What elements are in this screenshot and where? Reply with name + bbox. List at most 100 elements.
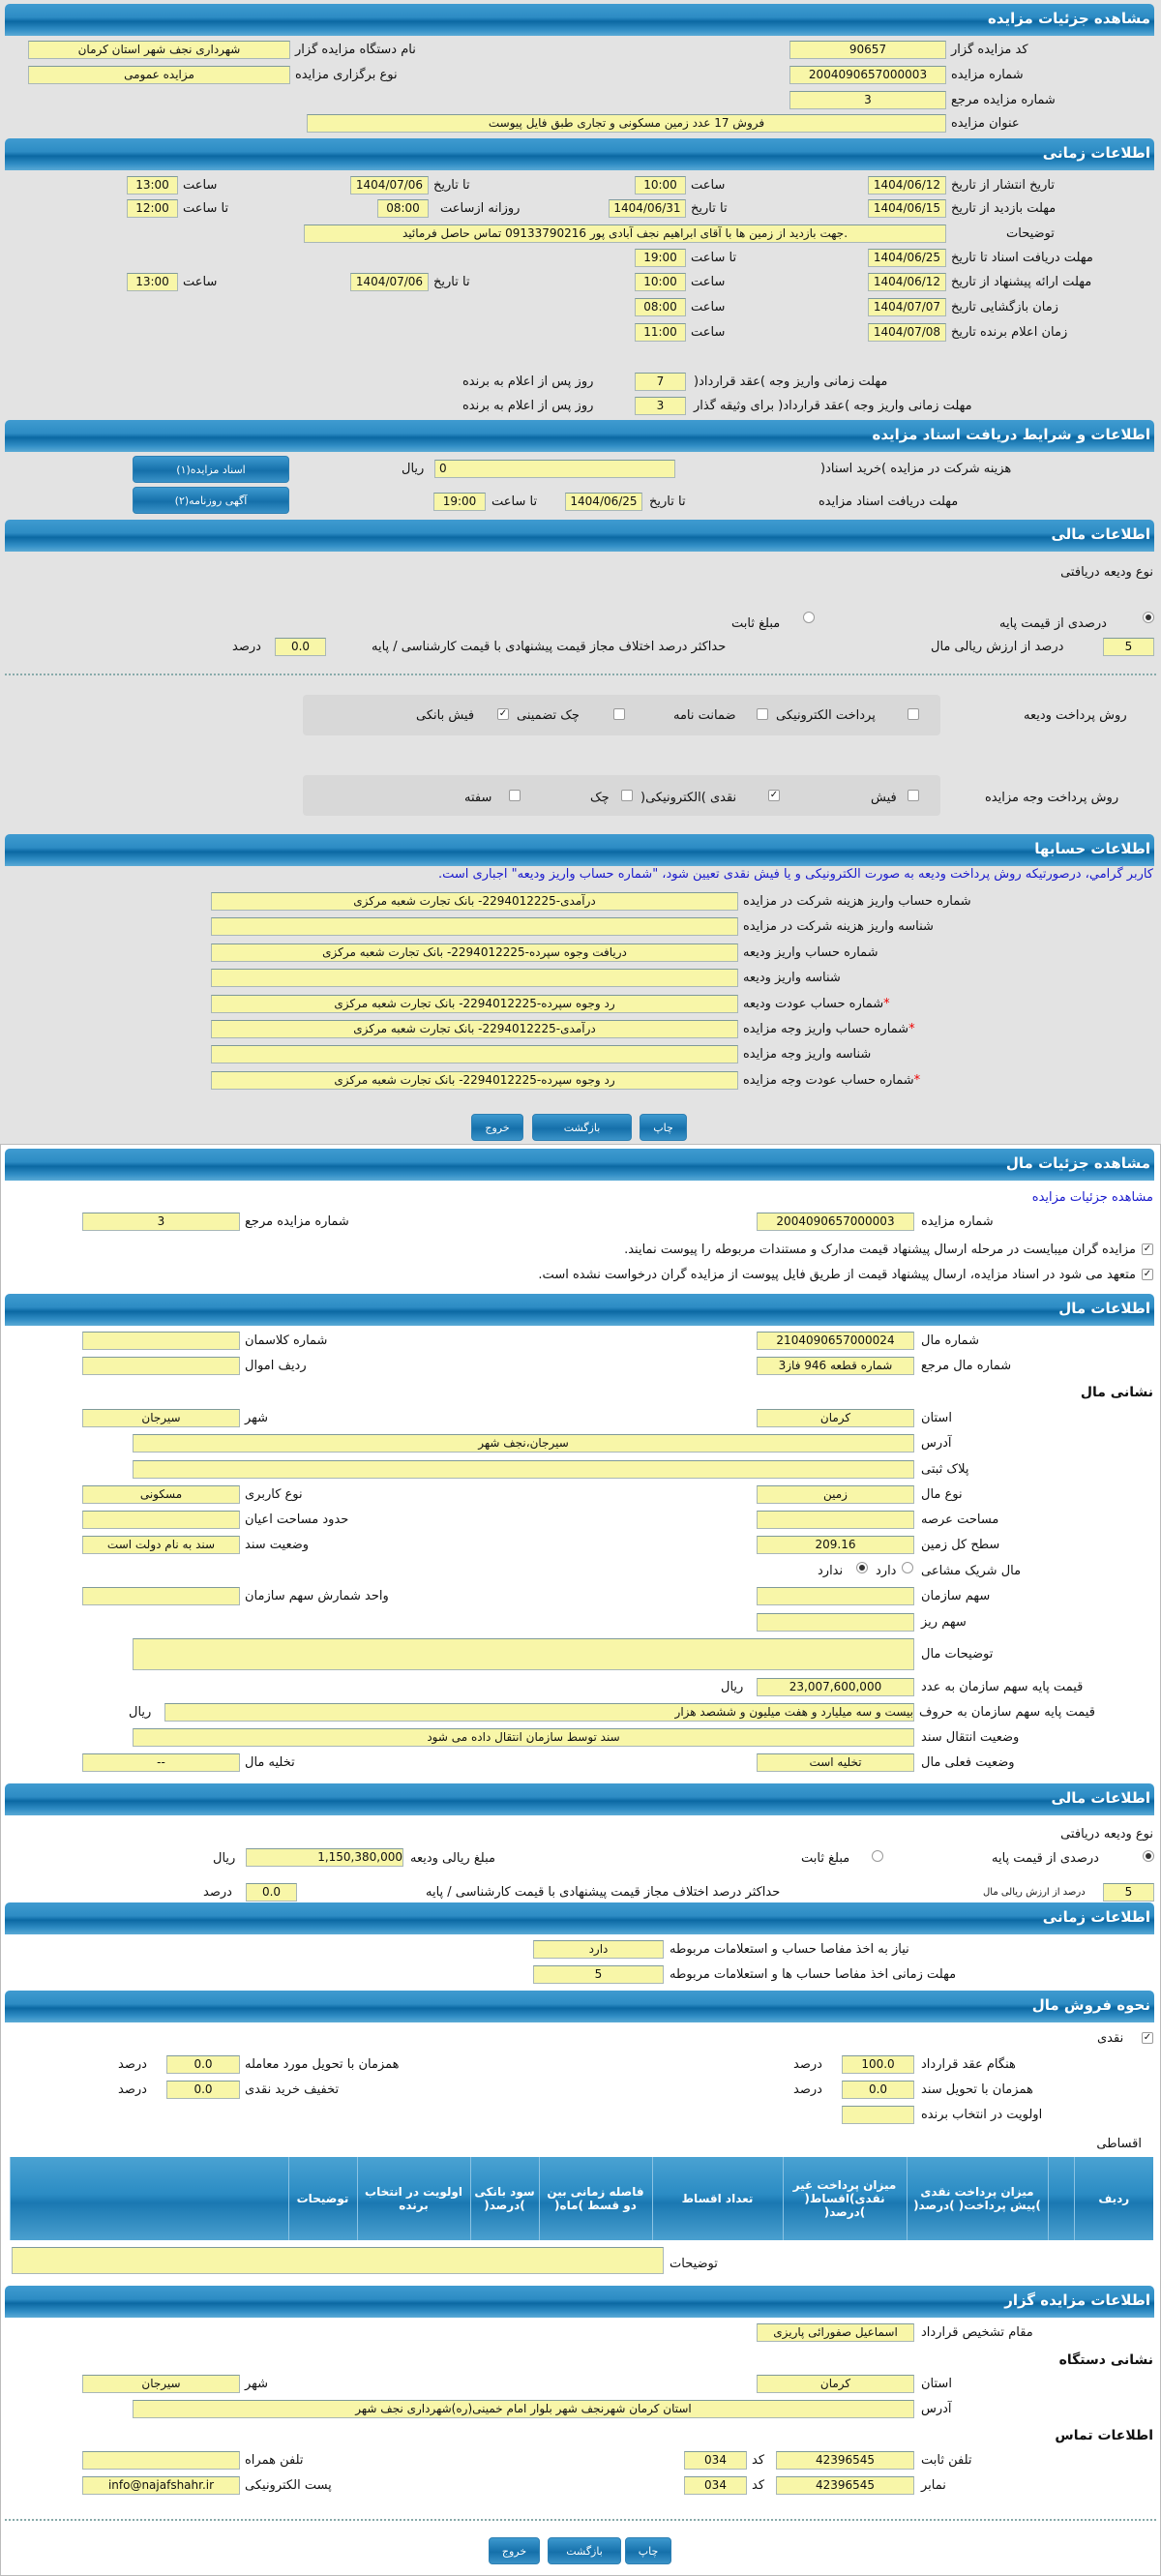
fixed-radio[interactable] <box>803 612 815 623</box>
base-price-words-label: قیمت پایه سهم سازمان به حروف <box>919 1705 1095 1720</box>
newspaper-ad-button[interactable]: آگهی روزنامه(۲) <box>133 487 289 514</box>
visit-label: مهلت بازدید از تاریخ <box>951 201 1057 216</box>
item-ref-label: شماره مال مرجع <box>921 1359 1012 1373</box>
checkbox-promissory[interactable] <box>509 790 521 801</box>
accounts-notice: کاربر گرامي، درصورتیکه روش پرداخت ودیعه … <box>437 867 1153 882</box>
class-number-label: شماره کلاسمان <box>245 1333 328 1348</box>
mobile-field <box>82 2451 240 2470</box>
checkbox-receipt[interactable] <box>908 790 919 801</box>
back-button[interactable]: بازگشت <box>548 2537 621 2564</box>
max-diff-field: 0.0 <box>275 638 326 656</box>
visit-daily-from: 08:00 <box>377 199 429 218</box>
priority-label: اولویت در انتخاب برنده <box>921 2108 1043 2122</box>
checkbox-guarantee[interactable] <box>757 708 768 720</box>
hour-label: ساعت <box>691 300 726 315</box>
visit-from-date: 1404/06/15 <box>868 199 946 218</box>
account-field <box>211 1045 738 1064</box>
fee-label: هزینه شرکت در مزایده )خرید اسناد( <box>820 462 1012 476</box>
max-diff-field: 0.0 <box>246 1883 297 1902</box>
organizer-code-label: کد مزایده گزار <box>951 43 1028 57</box>
item-address-label: آدرس <box>921 1436 952 1451</box>
installments-table: ردیف میزان پرداخت نقدی )پیش پرداخت( )درص… <box>10 2157 1153 2240</box>
fax-label: نمابر <box>921 2478 946 2493</box>
organizer-code-field: 90657 <box>789 41 946 59</box>
account-label: *شماره حساب واریز وجه مزایده <box>743 1020 915 1038</box>
fixed-option-label: مبلغ ثابت <box>731 616 781 631</box>
checkbox-bank-receipt[interactable]: ✓ <box>497 708 509 720</box>
contract-label: هنگام عقد قرارداد <box>921 2057 1016 2072</box>
section-header-documents: اطلاعات و شرایط دریافت اسناد مزایده <box>5 420 1154 452</box>
deposit-method-label: روش پرداخت ودیعه <box>1024 708 1127 723</box>
back-button[interactable]: بازگشت <box>532 1114 632 1141</box>
hour-label: ساعت <box>183 275 218 289</box>
account-field: درآمدی-2294012225- بانک تجارت شعبه مرکزی <box>211 892 738 911</box>
payment-deadline-label: مهلت زمانی واریز وجه )عقد قرارداد( <box>694 374 888 389</box>
exit-button[interactable]: خروج <box>471 1114 523 1141</box>
class-number <box>82 1332 240 1350</box>
deed-status-label: وضعیت سند <box>245 1538 310 1552</box>
print-button[interactable]: چاپ <box>640 1114 687 1141</box>
building-area <box>82 1511 240 1529</box>
account-field: رد وجوه سپرده-2294012225- بانک تجارت شعب… <box>211 994 738 1013</box>
col-description: توضیحات <box>287 2157 357 2240</box>
item-auction-ref: 3 <box>82 1213 240 1231</box>
auction-type-field: مزایده عمومی <box>28 66 290 84</box>
deposit-type-label: نوع ودیعه دریافتی <box>1060 565 1153 580</box>
item-type-label: نوع مال <box>921 1487 963 1502</box>
shared-yes-radio[interactable] <box>902 1562 913 1573</box>
no-attachment-text: متعهد می شود در اسناد مزایده، ارسال پیشن… <box>538 1268 1136 1282</box>
item-auction-number: 2004090657000003 <box>757 1213 914 1231</box>
organizer-name-label: نام دستگاه مزایده گزار <box>295 43 416 57</box>
opening-time: 08:00 <box>635 298 686 316</box>
org-share <box>757 1587 914 1605</box>
clearance-field: دارد <box>533 1940 664 1959</box>
no-attachment-checkbox[interactable]: ✓ <box>1142 1269 1153 1280</box>
micro-share <box>757 1613 914 1632</box>
phone-label: تلفن ثابت <box>921 2453 972 2468</box>
exit-button[interactable]: خروج <box>489 2537 540 2564</box>
shared-no-radio[interactable] <box>856 1562 868 1573</box>
section-header-auction: مشاهده جزئیات مزایده <box>5 4 1154 36</box>
deposit-amount: 1,150,380,000 <box>246 1848 403 1867</box>
eviction-label: تخلیه مال <box>245 1755 295 1770</box>
priority-field <box>842 2106 914 2124</box>
checkbox-cheque[interactable] <box>621 790 633 801</box>
checkbox-cash-electronic[interactable]: ✓ <box>768 790 780 801</box>
item-number: 2104090657000024 <box>757 1332 914 1350</box>
currency-label: ریال <box>721 1680 744 1694</box>
deed-transfer-label: وضعیت انتقال سند <box>921 1730 1020 1745</box>
checkbox-cheque[interactable] <box>613 708 625 720</box>
contract-authority-label: مقام تشخیص قرارداد <box>921 2325 1033 2340</box>
payment-method-receipt: فیش <box>871 791 897 805</box>
fixed-radio[interactable] <box>872 1850 883 1862</box>
base-price: 23,007,600,000 <box>757 1678 914 1696</box>
item-number-label: شماره مال <box>921 1333 979 1348</box>
checkbox-electronic[interactable] <box>908 708 919 720</box>
hour-label: ساعت <box>691 275 726 289</box>
building-area-label: حدود مساحت اعیان <box>245 1513 349 1527</box>
organizer-name-field: شهرداری نجف شهر استان کرمان <box>28 41 290 59</box>
payment-method-cash: نقدی )الکترونیکی( <box>640 791 737 805</box>
auction-documents-button[interactable]: اسناد مزایده(۱) <box>133 456 289 483</box>
currency-label: ریال <box>213 1851 236 1866</box>
auction-ref-field: 3 <box>789 91 946 109</box>
offer-label: مهلت ارائه پیشنهاد از تاریخ <box>951 275 1092 289</box>
clearance-deadline-label: مهلت زمانی اخذ مفاصا حساب ها و استعلامات… <box>670 1967 957 1982</box>
deed-delivery-label: همزمان با تحویل سند <box>921 2082 1033 2097</box>
percent-radio[interactable] <box>1143 1850 1154 1862</box>
account-label-text: شماره حساب واریز وجه مزایده <box>743 1022 909 1036</box>
to-date-label: تا تاریخ <box>433 275 470 289</box>
documents-required-text: مزایده گران میبایست در مرحله ارسال پیشنه… <box>624 1243 1136 1257</box>
divider <box>5 674 1156 675</box>
currency-label: ریال <box>129 1705 152 1720</box>
percent-radio[interactable] <box>1143 612 1154 623</box>
visit-to-date: 1404/06/31 <box>609 199 686 218</box>
print-button[interactable]: چاپ <box>625 2537 671 2564</box>
documents-required-checkbox[interactable]: ✓ <box>1142 1243 1153 1255</box>
auction-details-link[interactable]: مشاهده جزئیات مزایده <box>1031 1190 1153 1205</box>
section-header-organizer: اطلاعات مزایده گزار <box>5 2286 1154 2318</box>
cash-checkbox[interactable]: ✓ <box>1142 2032 1153 2044</box>
deed-status: سند به نام دولت است <box>82 1536 240 1554</box>
item-panel <box>0 1144 1161 2576</box>
